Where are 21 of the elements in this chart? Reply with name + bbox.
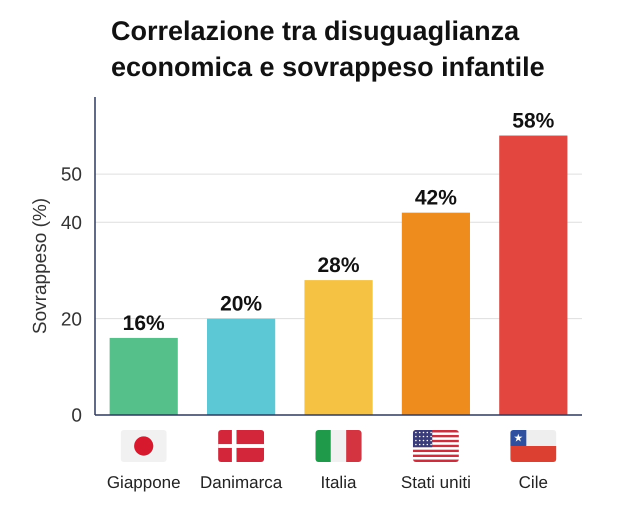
x-tick-label: Cile — [518, 473, 548, 492]
data-label: 20% — [220, 292, 262, 316]
data-label: 28% — [317, 254, 360, 278]
x-tick-label: Danimarca — [200, 473, 283, 492]
data-label: 16% — [122, 312, 166, 335]
chart-title: Correlazione tra disuguaglianza economica e sovrappeso infantile — [111, 16, 545, 82]
x-tick-label: Giappone — [106, 473, 181, 492]
bar — [110, 338, 178, 415]
bar — [499, 136, 568, 415]
x-tick-label: Stati uniti — [400, 473, 471, 492]
bar — [304, 280, 373, 415]
y-tick-label: 20 — [60, 309, 82, 330]
y-tick-label: 0 — [71, 406, 82, 427]
y-tick-label: 50 — [60, 164, 82, 186]
bar — [207, 318, 276, 415]
data-label: 58% — [512, 110, 555, 133]
y-tick-label: 40 — [60, 212, 82, 234]
bar — [402, 212, 470, 415]
y-axis-title: Sovrappeso (%) — [30, 198, 51, 334]
x-tick-label: Italia — [320, 473, 357, 492]
data-label: 42% — [414, 186, 458, 210]
